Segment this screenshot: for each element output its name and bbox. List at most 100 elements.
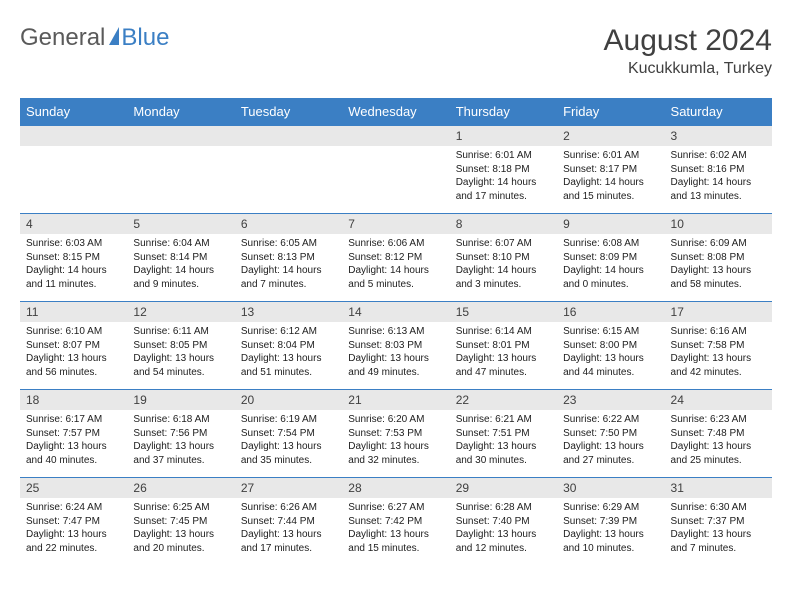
- sunrise-text: Sunrise: 6:02 AM: [671, 149, 766, 163]
- calendar-cell: 14Sunrise: 6:13 AMSunset: 8:03 PMDayligh…: [342, 301, 449, 389]
- day-content: Sunrise: 6:21 AMSunset: 7:51 PMDaylight:…: [450, 410, 557, 473]
- sunrise-text: Sunrise: 6:08 AM: [563, 237, 658, 251]
- day-number: 1: [450, 125, 557, 146]
- sunrise-text: Sunrise: 6:29 AM: [563, 501, 658, 515]
- daylight-text: Daylight: 13 hours and 47 minutes.: [456, 352, 551, 379]
- day-content: [20, 146, 127, 155]
- day-content: Sunrise: 6:07 AMSunset: 8:10 PMDaylight:…: [450, 234, 557, 297]
- calendar-cell: 17Sunrise: 6:16 AMSunset: 7:58 PMDayligh…: [665, 301, 772, 389]
- logo-text-general: General: [20, 24, 105, 52]
- day-number: 2: [557, 125, 664, 146]
- day-content: Sunrise: 6:12 AMSunset: 8:04 PMDaylight:…: [235, 322, 342, 385]
- calendar-cell: 5Sunrise: 6:04 AMSunset: 8:14 PMDaylight…: [127, 213, 234, 301]
- calendar-header-row: SundayMondayTuesdayWednesdayThursdayFrid…: [20, 98, 772, 125]
- calendar-cell: 26Sunrise: 6:25 AMSunset: 7:45 PMDayligh…: [127, 477, 234, 565]
- sunset-text: Sunset: 8:09 PM: [563, 251, 658, 265]
- sunset-text: Sunset: 8:14 PM: [133, 251, 228, 265]
- day-header: Monday: [127, 98, 234, 125]
- calendar-cell: 15Sunrise: 6:14 AMSunset: 8:01 PMDayligh…: [450, 301, 557, 389]
- daylight-text: Daylight: 13 hours and 56 minutes.: [26, 352, 121, 379]
- logo-triangle-icon: [109, 27, 119, 45]
- sunrise-text: Sunrise: 6:16 AM: [671, 325, 766, 339]
- sunrise-text: Sunrise: 6:09 AM: [671, 237, 766, 251]
- day-number: [235, 125, 342, 146]
- calendar-cell: 30Sunrise: 6:29 AMSunset: 7:39 PMDayligh…: [557, 477, 664, 565]
- daylight-text: Daylight: 13 hours and 7 minutes.: [671, 528, 766, 555]
- day-content: Sunrise: 6:30 AMSunset: 7:37 PMDaylight:…: [665, 498, 772, 561]
- day-content: Sunrise: 6:01 AMSunset: 8:18 PMDaylight:…: [450, 146, 557, 209]
- calendar-cell: 20Sunrise: 6:19 AMSunset: 7:54 PMDayligh…: [235, 389, 342, 477]
- daylight-text: Daylight: 14 hours and 5 minutes.: [348, 264, 443, 291]
- calendar-cell: 3Sunrise: 6:02 AMSunset: 8:16 PMDaylight…: [665, 125, 772, 213]
- daylight-text: Daylight: 13 hours and 35 minutes.: [241, 440, 336, 467]
- calendar-cell: [127, 125, 234, 213]
- sunset-text: Sunset: 7:57 PM: [26, 427, 121, 441]
- sunrise-text: Sunrise: 6:04 AM: [133, 237, 228, 251]
- calendar-cell: 9Sunrise: 6:08 AMSunset: 8:09 PMDaylight…: [557, 213, 664, 301]
- day-number: [342, 125, 449, 146]
- logo: General Blue: [20, 24, 169, 52]
- sunset-text: Sunset: 7:51 PM: [456, 427, 551, 441]
- sunset-text: Sunset: 7:56 PM: [133, 427, 228, 441]
- calendar-cell: [20, 125, 127, 213]
- daylight-text: Daylight: 13 hours and 49 minutes.: [348, 352, 443, 379]
- sunrise-text: Sunrise: 6:03 AM: [26, 237, 121, 251]
- day-content: [235, 146, 342, 155]
- daylight-text: Daylight: 13 hours and 22 minutes.: [26, 528, 121, 555]
- calendar-cell: 8Sunrise: 6:07 AMSunset: 8:10 PMDaylight…: [450, 213, 557, 301]
- day-content: Sunrise: 6:15 AMSunset: 8:00 PMDaylight:…: [557, 322, 664, 385]
- sunrise-text: Sunrise: 6:18 AM: [133, 413, 228, 427]
- day-number: 27: [235, 477, 342, 498]
- calendar-cell: 7Sunrise: 6:06 AMSunset: 8:12 PMDaylight…: [342, 213, 449, 301]
- sunrise-text: Sunrise: 6:23 AM: [671, 413, 766, 427]
- logo-text-blue: Blue: [121, 24, 169, 52]
- day-number: 29: [450, 477, 557, 498]
- sunrise-text: Sunrise: 6:01 AM: [456, 149, 551, 163]
- calendar-cell: 18Sunrise: 6:17 AMSunset: 7:57 PMDayligh…: [20, 389, 127, 477]
- day-content: Sunrise: 6:19 AMSunset: 7:54 PMDaylight:…: [235, 410, 342, 473]
- calendar-cell: 27Sunrise: 6:26 AMSunset: 7:44 PMDayligh…: [235, 477, 342, 565]
- day-header: Sunday: [20, 98, 127, 125]
- calendar-cell: 4Sunrise: 6:03 AMSunset: 8:15 PMDaylight…: [20, 213, 127, 301]
- sunset-text: Sunset: 8:15 PM: [26, 251, 121, 265]
- day-number: 25: [20, 477, 127, 498]
- calendar-cell: 19Sunrise: 6:18 AMSunset: 7:56 PMDayligh…: [127, 389, 234, 477]
- sunrise-text: Sunrise: 6:13 AM: [348, 325, 443, 339]
- calendar-cell: 10Sunrise: 6:09 AMSunset: 8:08 PMDayligh…: [665, 213, 772, 301]
- sunset-text: Sunset: 8:13 PM: [241, 251, 336, 265]
- day-content: Sunrise: 6:04 AMSunset: 8:14 PMDaylight:…: [127, 234, 234, 297]
- day-content: Sunrise: 6:08 AMSunset: 8:09 PMDaylight:…: [557, 234, 664, 297]
- day-content: [342, 146, 449, 155]
- day-content: Sunrise: 6:17 AMSunset: 7:57 PMDaylight:…: [20, 410, 127, 473]
- sunrise-text: Sunrise: 6:19 AM: [241, 413, 336, 427]
- day-content: Sunrise: 6:05 AMSunset: 8:13 PMDaylight:…: [235, 234, 342, 297]
- day-number: 21: [342, 389, 449, 410]
- calendar-cell: 29Sunrise: 6:28 AMSunset: 7:40 PMDayligh…: [450, 477, 557, 565]
- day-number: 19: [127, 389, 234, 410]
- page-subtitle: Kucukkumla, Turkey: [604, 60, 772, 78]
- daylight-text: Daylight: 13 hours and 42 minutes.: [671, 352, 766, 379]
- sunrise-text: Sunrise: 6:24 AM: [26, 501, 121, 515]
- sunset-text: Sunset: 7:50 PM: [563, 427, 658, 441]
- day-content: Sunrise: 6:11 AMSunset: 8:05 PMDaylight:…: [127, 322, 234, 385]
- day-content: Sunrise: 6:25 AMSunset: 7:45 PMDaylight:…: [127, 498, 234, 561]
- daylight-text: Daylight: 14 hours and 17 minutes.: [456, 176, 551, 203]
- daylight-text: Daylight: 13 hours and 44 minutes.: [563, 352, 658, 379]
- daylight-text: Daylight: 13 hours and 10 minutes.: [563, 528, 658, 555]
- sunset-text: Sunset: 7:48 PM: [671, 427, 766, 441]
- daylight-text: Daylight: 13 hours and 51 minutes.: [241, 352, 336, 379]
- daylight-text: Daylight: 13 hours and 30 minutes.: [456, 440, 551, 467]
- day-content: Sunrise: 6:13 AMSunset: 8:03 PMDaylight:…: [342, 322, 449, 385]
- sunrise-text: Sunrise: 6:26 AM: [241, 501, 336, 515]
- calendar-week-row: 4Sunrise: 6:03 AMSunset: 8:15 PMDaylight…: [20, 213, 772, 301]
- sunset-text: Sunset: 7:40 PM: [456, 515, 551, 529]
- day-header: Wednesday: [342, 98, 449, 125]
- calendar-cell: 11Sunrise: 6:10 AMSunset: 8:07 PMDayligh…: [20, 301, 127, 389]
- calendar-cell: [235, 125, 342, 213]
- sunrise-text: Sunrise: 6:20 AM: [348, 413, 443, 427]
- day-content: Sunrise: 6:09 AMSunset: 8:08 PMDaylight:…: [665, 234, 772, 297]
- day-content: Sunrise: 6:24 AMSunset: 7:47 PMDaylight:…: [20, 498, 127, 561]
- daylight-text: Daylight: 13 hours and 32 minutes.: [348, 440, 443, 467]
- day-content: Sunrise: 6:01 AMSunset: 8:17 PMDaylight:…: [557, 146, 664, 209]
- day-content: Sunrise: 6:16 AMSunset: 7:58 PMDaylight:…: [665, 322, 772, 385]
